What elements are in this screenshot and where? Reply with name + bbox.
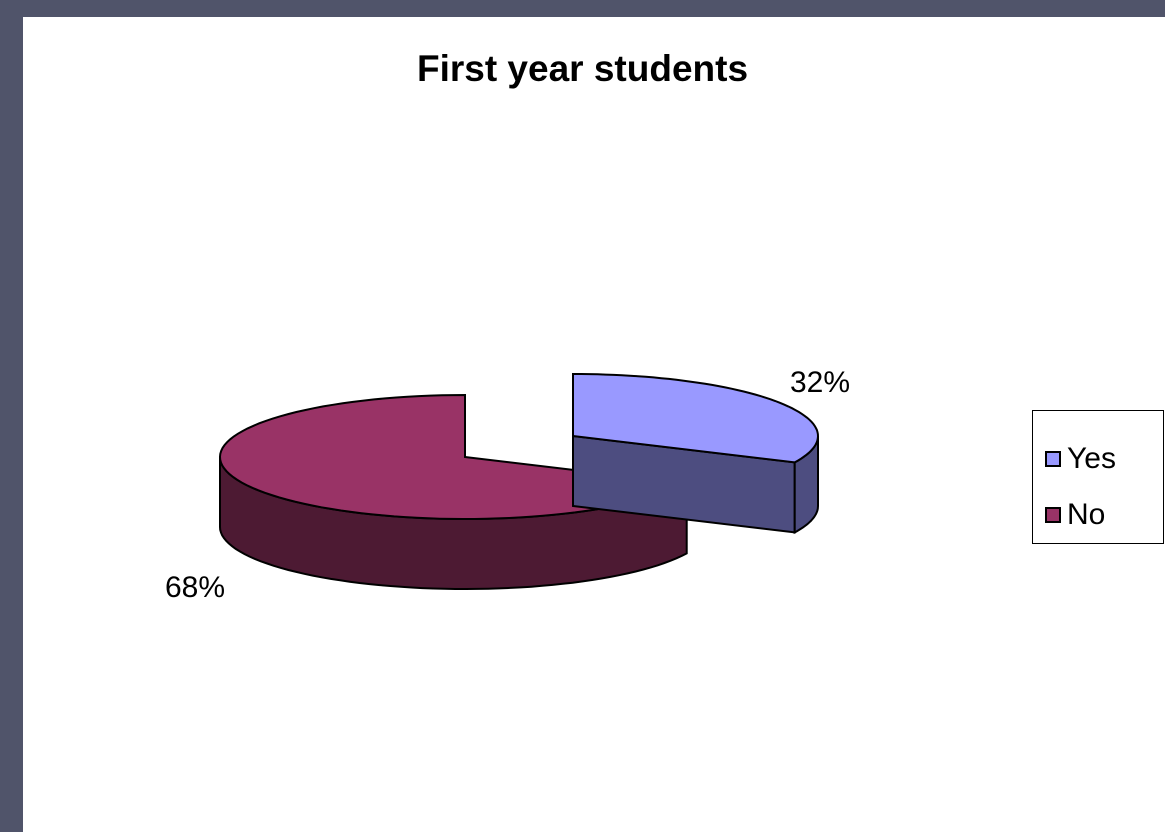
pie-slice-yes xyxy=(572,373,820,464)
chart-legend: Yes No xyxy=(1032,410,1164,544)
legend-swatch-no xyxy=(1045,507,1061,523)
chart-title: First year students xyxy=(416,48,749,89)
pie-slice-no xyxy=(218,393,691,520)
data-label-yes: 32% xyxy=(790,366,850,399)
legend-item-no: No xyxy=(1045,495,1105,535)
data-label-no: 68% xyxy=(165,571,225,604)
legend-item-yes: Yes xyxy=(1045,439,1116,479)
legend-label-no: No xyxy=(1067,498,1106,531)
legend-swatch-yes xyxy=(1045,451,1061,467)
legend-label-yes: Yes xyxy=(1067,442,1116,475)
